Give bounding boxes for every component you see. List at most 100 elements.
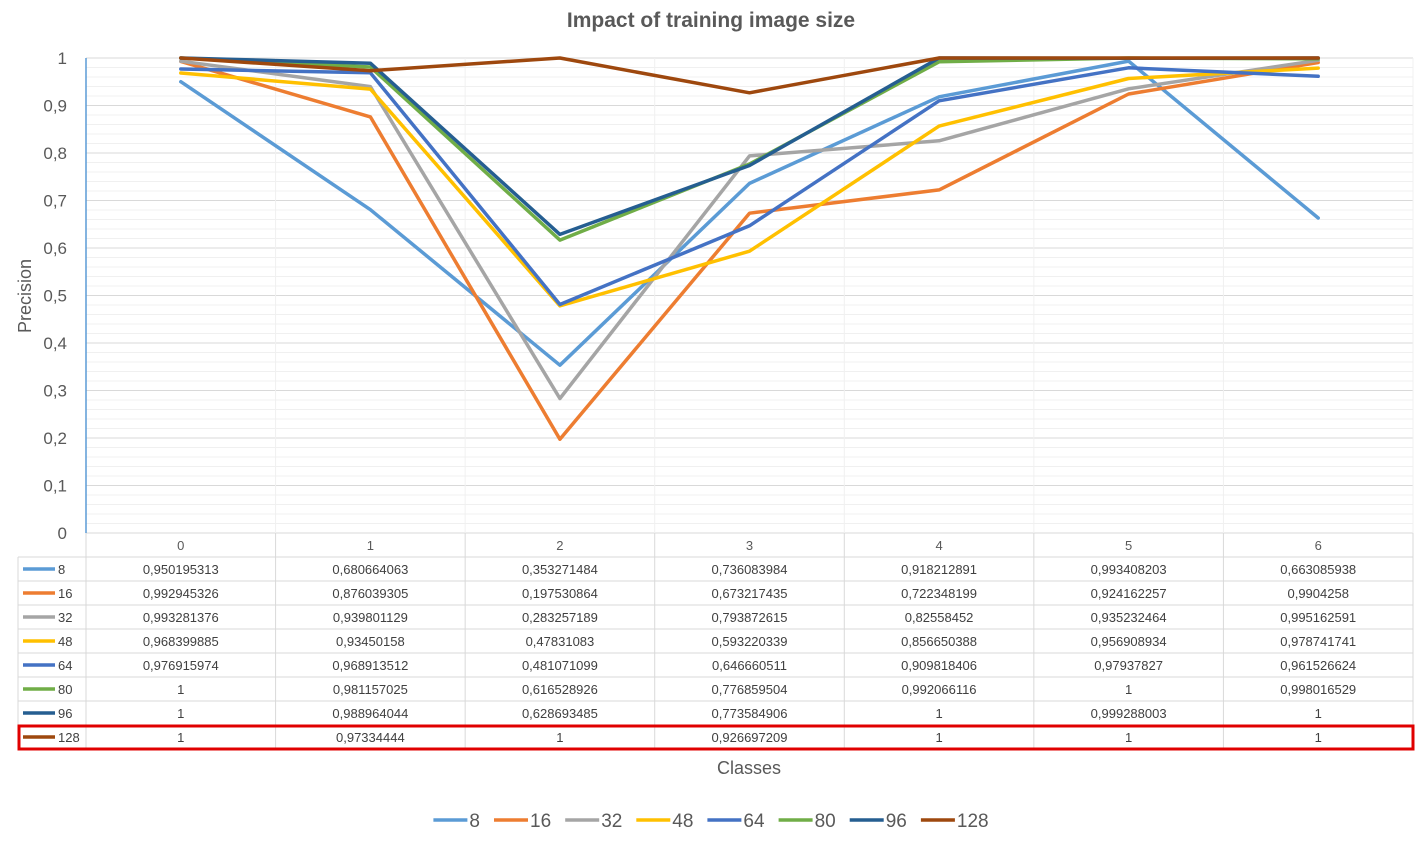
x-category-label: 5 <box>1125 538 1132 553</box>
table-cell: 1 <box>935 730 942 745</box>
table-cell: 0,981157025 <box>333 682 408 697</box>
table-cell: 0,924162257 <box>1091 586 1167 601</box>
table-series-label: 8 <box>58 562 65 577</box>
table-series-label: 48 <box>58 634 72 649</box>
table-cell: 1 <box>1315 706 1322 721</box>
y-tick-label: 0,4 <box>43 334 67 353</box>
legend-item: 64 <box>707 811 765 832</box>
table-cell: 0,918212891 <box>901 562 977 577</box>
series-line-64 <box>179 66 1320 307</box>
table-cell: 0,950195313 <box>143 562 219 577</box>
table-cell: 0,97937827 <box>1094 658 1163 673</box>
table-series-label: 64 <box>58 658 72 673</box>
plot-lines <box>179 56 1320 441</box>
table-cell: 0,646660511 <box>712 658 787 673</box>
table-cell: 0,876039305 <box>332 586 408 601</box>
x-category-label: 2 <box>556 538 563 553</box>
table-cell: 1 <box>1315 730 1322 745</box>
highlight-box <box>17 724 1415 751</box>
legend-label: 96 <box>886 811 907 832</box>
table-cell: 1 <box>177 730 184 745</box>
table-cell: 0,673217435 <box>712 586 788 601</box>
y-axis-title: Precision <box>15 259 35 333</box>
table-cell: 0,481071099 <box>522 658 598 673</box>
x-category-label: 0 <box>177 538 184 553</box>
legend-label: 8 <box>469 811 480 832</box>
table-cell: 0,9904258 <box>1287 586 1348 601</box>
legend-label: 48 <box>672 811 693 832</box>
table-cell: 0,992066116 <box>902 682 977 697</box>
table-cell: 0,856650388 <box>901 634 977 649</box>
table-cell: 1 <box>177 706 184 721</box>
table-cell: 1 <box>1125 730 1132 745</box>
table-cell: 0,978741741 <box>1280 634 1356 649</box>
legend-label: 64 <box>743 811 765 832</box>
table-cell: 0,82558452 <box>905 610 974 625</box>
gridlines <box>85 57 1414 534</box>
x-category-label: 6 <box>1315 538 1322 553</box>
table-series-label: 32 <box>58 610 72 625</box>
table-cell: 0,736083984 <box>712 562 788 577</box>
y-tick-label: 0,7 <box>43 192 67 211</box>
table-cell: 0,926697209 <box>712 730 788 745</box>
table-cell: 0,935232464 <box>1091 610 1167 625</box>
table-cell: 1 <box>1125 682 1132 697</box>
table-series-label: 16 <box>58 586 72 601</box>
y-tick-label: 0,1 <box>43 477 67 496</box>
legend: 8 16 32 48 64 80 96 128 <box>433 811 989 832</box>
legend-label: 80 <box>815 811 836 832</box>
series-line-128 <box>179 56 1320 95</box>
table-cell: 0,968913512 <box>332 658 408 673</box>
legend-label: 32 <box>601 811 622 832</box>
table-cell: 0,998016529 <box>1280 682 1356 697</box>
table-cell: 0,593220339 <box>712 634 788 649</box>
table-series-label: 80 <box>58 682 72 697</box>
legend-item: 32 <box>565 811 622 832</box>
legend-label: 16 <box>530 811 551 832</box>
y-tick-label: 0,2 <box>43 429 67 448</box>
table-cell: 0,353271484 <box>522 562 598 577</box>
chart-title: Impact of training image size <box>567 9 855 32</box>
table-cell: 0,628693485 <box>522 706 598 721</box>
legend-item: 16 <box>494 811 551 832</box>
table-cell: 1 <box>935 706 942 721</box>
table-cell: 0,197530864 <box>522 586 598 601</box>
legend-item: 128 <box>920 811 989 832</box>
table-series-label: 96 <box>58 706 72 721</box>
table-cell: 0,999288003 <box>1091 706 1167 721</box>
y-tick-label: 0,6 <box>43 239 67 258</box>
y-tick-label: 0,3 <box>43 382 67 401</box>
legend-item: 96 <box>849 811 907 832</box>
table-cell: 0,993281376 <box>143 610 219 625</box>
table-cell: 0,968399885 <box>143 634 219 649</box>
x-category-label: 3 <box>746 538 753 553</box>
series-line-32 <box>179 58 1320 401</box>
table-cell: 0,773584906 <box>712 706 788 721</box>
y-tick-label: 0,8 <box>43 144 67 163</box>
data-table: 0 1 2 3 4 5 6 8 0,950195313 0,680664063 0,35327148… <box>17 533 1414 750</box>
table-cell: 0,722348199 <box>901 586 977 601</box>
table-cell: 0,616528926 <box>522 682 598 697</box>
table-cell: 0,283257189 <box>522 610 598 625</box>
table-cell: 0,939801129 <box>333 610 408 625</box>
y-tick-label: 0 <box>58 524 67 543</box>
table-cell: 0,956908934 <box>1091 634 1167 649</box>
table-cell: 0,988964044 <box>332 706 408 721</box>
legend-item: 80 <box>778 811 836 832</box>
table-cell: 0,995162591 <box>1280 610 1356 625</box>
series-line-16 <box>179 59 1320 441</box>
series-line-48 <box>179 66 1320 308</box>
table-cell: 0,992945326 <box>143 586 219 601</box>
table-cell: 0,993408203 <box>1091 562 1167 577</box>
table-cell: 1 <box>556 730 563 745</box>
x-axis-title: Classes <box>717 758 781 778</box>
table-cell: 0,93450158 <box>336 634 405 649</box>
table-series-label: 128 <box>58 730 80 745</box>
y-tick-label: 0,5 <box>43 287 67 306</box>
table-cell: 0,909818406 <box>901 658 977 673</box>
legend-item: 48 <box>636 811 693 832</box>
x-category-label: 1 <box>367 538 374 553</box>
table-cell: 1 <box>177 682 184 697</box>
table-cell: 0,776859504 <box>712 682 788 697</box>
x-category-label: 4 <box>935 538 942 553</box>
